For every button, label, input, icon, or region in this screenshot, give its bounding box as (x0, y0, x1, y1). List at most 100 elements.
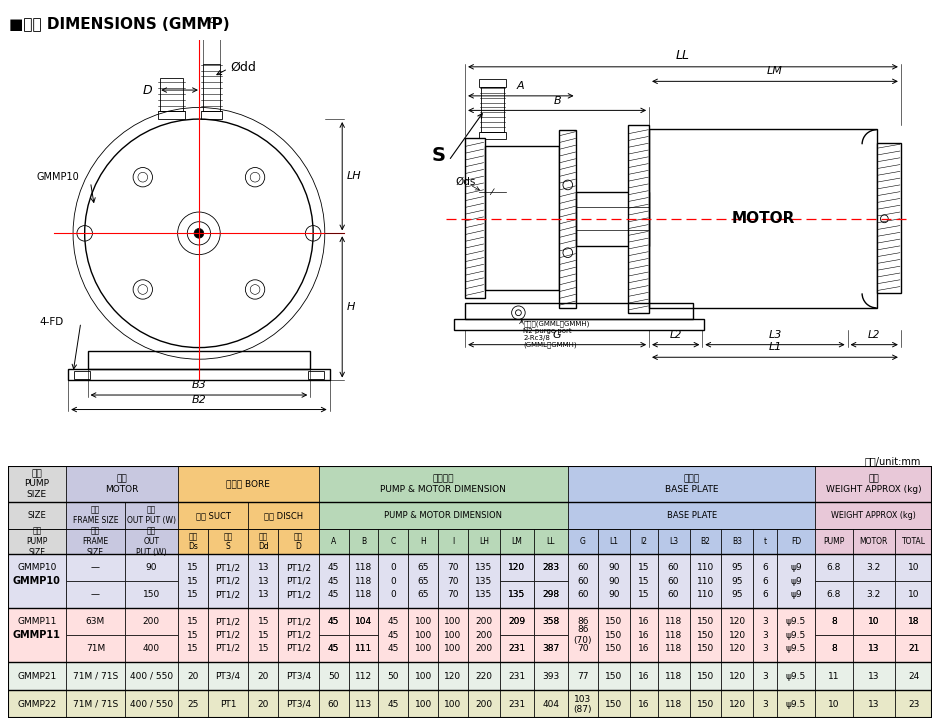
Bar (248, 529, 278, 554)
Text: L3: L3 (768, 330, 782, 340)
Text: 71M: 71M (86, 644, 105, 653)
Text: 283: 283 (542, 563, 559, 573)
Bar (853, 529, 895, 554)
Circle shape (194, 228, 204, 238)
Bar (776, 581, 815, 608)
Bar (278, 662, 319, 690)
Bar (815, 635, 853, 662)
Bar (598, 608, 630, 662)
Text: 45: 45 (328, 617, 339, 626)
Text: 45: 45 (328, 563, 339, 573)
Bar (278, 608, 319, 662)
Bar (278, 690, 319, 718)
Text: 24: 24 (908, 671, 919, 681)
Text: MOTOR: MOTOR (731, 212, 794, 226)
Text: 50: 50 (387, 671, 399, 681)
Text: S: S (432, 147, 446, 165)
Bar (690, 662, 722, 690)
Bar (349, 608, 379, 635)
Bar (208, 554, 248, 608)
Bar (853, 635, 895, 662)
Text: ψ9: ψ9 (791, 577, 802, 586)
Bar (598, 554, 630, 608)
Text: 3: 3 (762, 700, 768, 709)
Text: L2: L2 (669, 330, 682, 340)
Bar (408, 662, 438, 690)
Text: SIZE: SIZE (27, 511, 46, 520)
Text: 3: 3 (762, 630, 768, 640)
Bar (630, 529, 658, 554)
Bar (208, 529, 248, 554)
Text: 150: 150 (697, 644, 714, 653)
Text: 135: 135 (476, 577, 493, 586)
Text: 298: 298 (542, 590, 559, 599)
Text: 118: 118 (354, 563, 372, 573)
Text: 118: 118 (665, 700, 682, 709)
Text: 135: 135 (509, 590, 525, 599)
Bar (630, 554, 658, 608)
Text: 100: 100 (445, 700, 462, 709)
Text: 15: 15 (187, 644, 198, 653)
Bar (568, 690, 598, 718)
Text: 進出口 BORE: 進出口 BORE (227, 479, 271, 488)
Bar (722, 635, 754, 662)
Text: WEIGHT APPROX (kg): WEIGHT APPROX (kg) (832, 511, 916, 520)
Bar (500, 529, 534, 554)
Bar (690, 554, 722, 608)
Bar (319, 608, 349, 635)
Text: 150: 150 (697, 630, 714, 640)
Bar (208, 608, 248, 635)
Bar (534, 529, 568, 554)
Bar (815, 635, 853, 662)
Text: L1: L1 (609, 537, 619, 546)
Text: 100: 100 (445, 617, 462, 626)
Text: 16: 16 (638, 671, 650, 681)
Text: 100: 100 (415, 617, 431, 626)
Text: 13: 13 (258, 590, 269, 599)
Text: ψ9: ψ9 (791, 590, 802, 599)
Text: 60: 60 (577, 563, 588, 573)
Text: H: H (420, 537, 426, 546)
Text: 法蘭
S: 法蘭 S (224, 532, 233, 552)
Bar (125, 581, 178, 608)
Bar (853, 690, 895, 718)
Text: 45: 45 (328, 644, 339, 653)
Bar (208, 554, 248, 581)
Bar (776, 608, 815, 662)
Text: t: t (763, 537, 767, 546)
Bar (349, 529, 379, 554)
Text: 13: 13 (869, 644, 880, 653)
Bar (500, 554, 534, 581)
Text: 135: 135 (476, 563, 493, 573)
Text: 法蘭
D: 法蘭 D (294, 532, 303, 552)
Text: 10: 10 (908, 590, 919, 599)
Text: ψ9.5: ψ9.5 (786, 700, 807, 709)
Text: 45: 45 (387, 617, 399, 626)
Bar (248, 635, 278, 662)
Bar (8, 581, 66, 608)
Text: PT1/2: PT1/2 (215, 617, 241, 626)
Bar (478, 79, 506, 87)
Text: 118: 118 (665, 630, 682, 640)
Text: PT1/2: PT1/2 (286, 577, 311, 586)
Text: ψ9.5: ψ9.5 (786, 617, 807, 626)
Bar (895, 662, 932, 690)
Bar (853, 662, 895, 690)
Text: 209: 209 (509, 617, 525, 626)
Text: 8: 8 (831, 617, 837, 626)
Text: 71M / 71S: 71M / 71S (72, 671, 118, 681)
Bar (853, 635, 895, 662)
Bar (650, 129, 877, 308)
Text: PT1/2: PT1/2 (286, 563, 311, 573)
Bar (408, 581, 438, 608)
Bar (125, 662, 178, 690)
Text: 104: 104 (355, 617, 372, 626)
Text: 15: 15 (258, 644, 269, 653)
Text: 45: 45 (328, 577, 339, 586)
Text: 45: 45 (387, 630, 399, 640)
Bar (379, 529, 408, 554)
Text: 112: 112 (355, 671, 372, 681)
Text: 16: 16 (638, 617, 650, 626)
Bar (484, 146, 559, 290)
Text: 200: 200 (476, 630, 493, 640)
